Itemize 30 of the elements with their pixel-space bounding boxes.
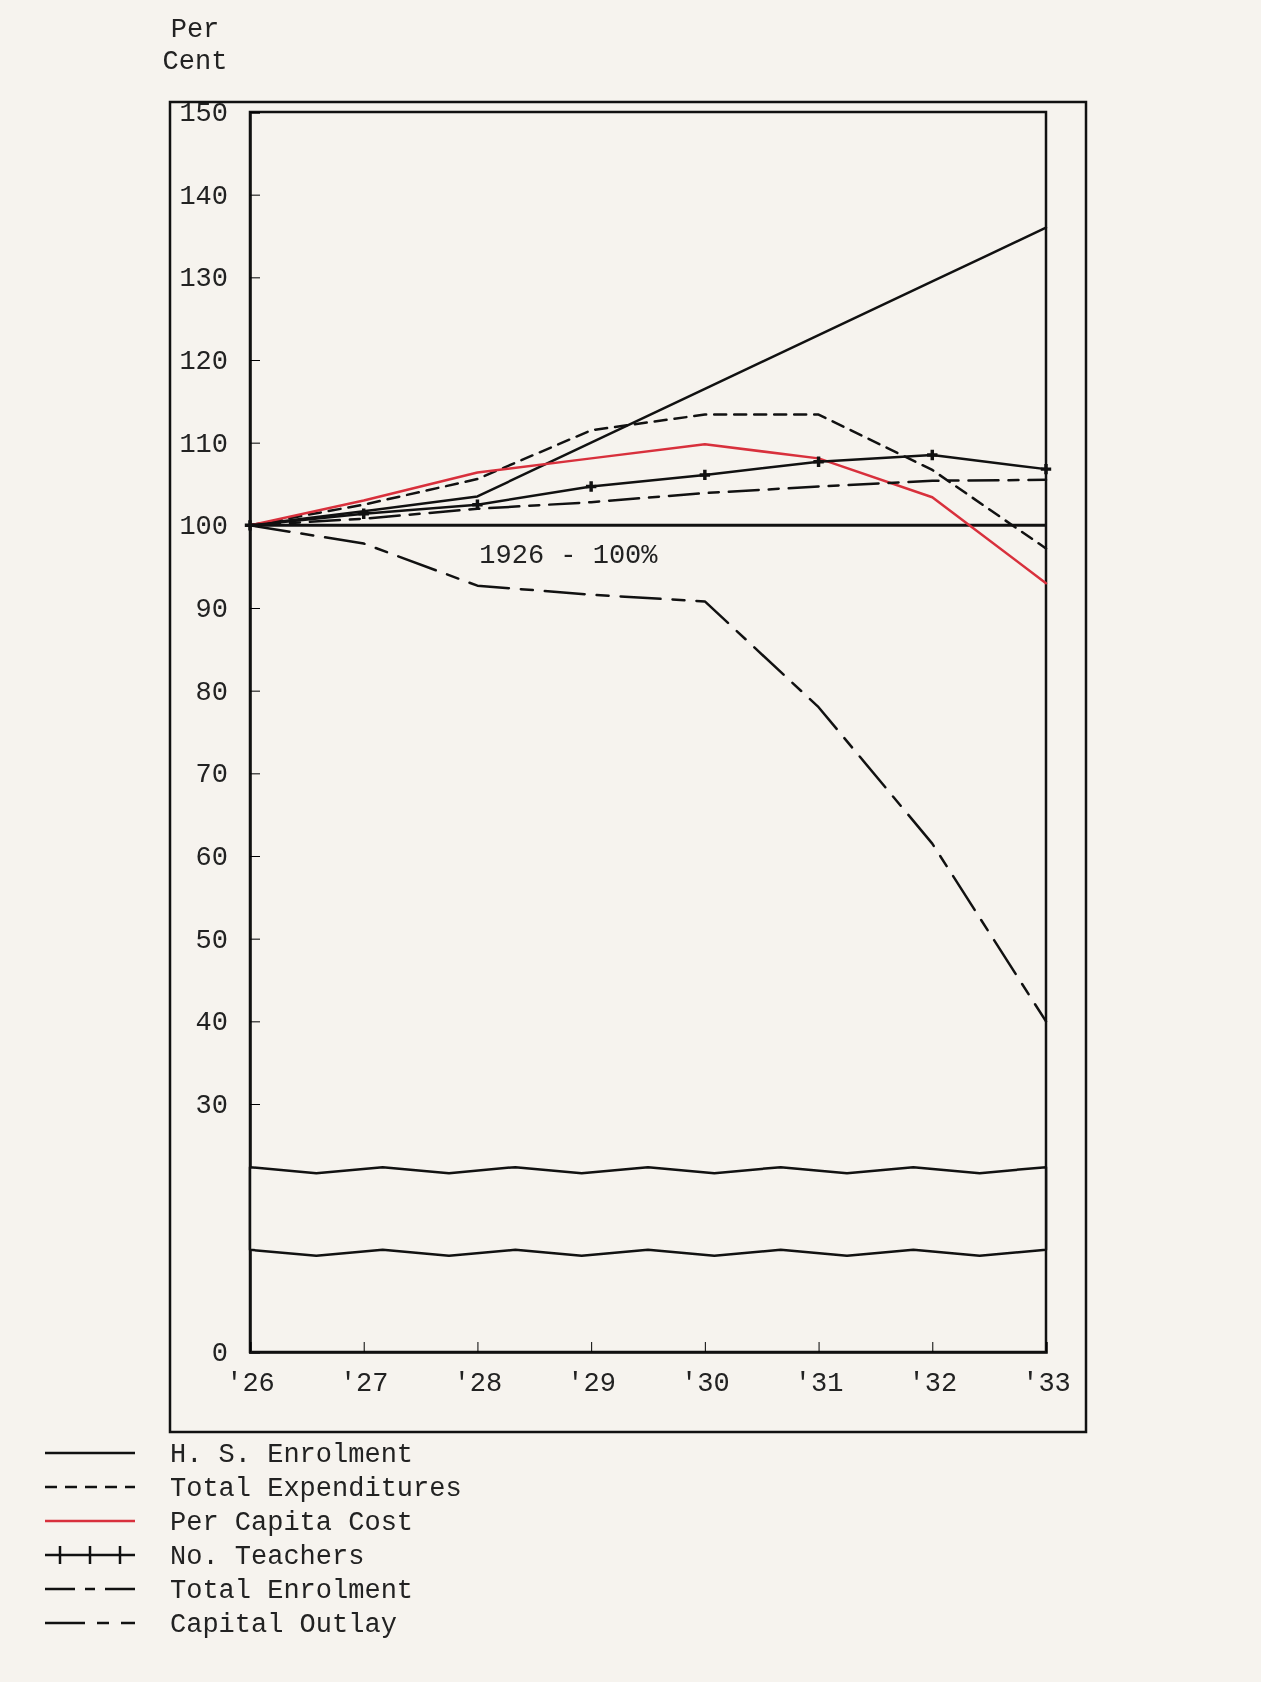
x-tick-label: '26: [226, 1369, 275, 1400]
y-tick-label: 90: [195, 595, 228, 626]
x-tick-label: '29: [567, 1369, 616, 1400]
y-tick-label: 100: [179, 512, 228, 543]
y-tick-label: 70: [195, 760, 228, 791]
x-tick-label: '33: [1022, 1369, 1071, 1400]
legend-label: Capital Outlay: [170, 1610, 397, 1640]
y-tick-label: 130: [179, 264, 228, 295]
y-tick-label: 140: [179, 181, 228, 212]
annotation: 1926 - 100%: [479, 541, 659, 572]
y-tick-label: 110: [179, 429, 228, 460]
y-tick-label: 0: [211, 1339, 228, 1370]
legend-label: Per Capita Cost: [170, 1508, 414, 1538]
legend-label: H. S. Enrolment: [170, 1440, 414, 1470]
y-tick-label: 50: [195, 925, 228, 956]
x-tick-label: '32: [908, 1369, 958, 1400]
y-axis-title: Per Cent: [162, 15, 228, 77]
legend-label: Total Enrolment: [170, 1576, 414, 1606]
legend-label: No. Teachers: [170, 1542, 365, 1572]
x-tick-label: '30: [681, 1369, 730, 1400]
y-tick-label: 30: [195, 1091, 228, 1122]
y-tick-label: 120: [179, 347, 228, 378]
x-tick-label: '28: [453, 1369, 503, 1400]
y-tick-label: 80: [195, 677, 228, 708]
x-tick-label: '31: [794, 1369, 844, 1400]
y-tick-label: 150: [179, 99, 228, 130]
y-tick-label: 40: [195, 1008, 228, 1039]
x-tick-label: '27: [339, 1369, 389, 1400]
y-tick-label: 60: [195, 843, 228, 874]
legend-label: Total Expenditures: [170, 1474, 462, 1504]
